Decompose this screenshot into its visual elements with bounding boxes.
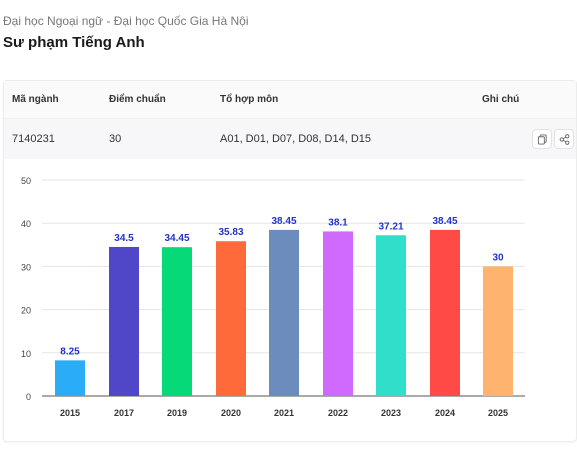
data-label: 38.45: [432, 216, 457, 227]
x-tick-label: 2022: [328, 408, 348, 418]
bar: [269, 229, 299, 396]
column-header-code: Mã ngành: [12, 94, 59, 105]
copy-icon: [537, 133, 547, 145]
table-row: 7140231 30 A01, D01, D07, D08, D14, D15: [4, 119, 576, 159]
bar: [376, 235, 406, 396]
bar: [483, 266, 513, 396]
y-tick-label: 40: [21, 219, 31, 229]
x-tick-label: 2021: [274, 408, 294, 418]
bar: [55, 360, 85, 396]
bar: [162, 247, 192, 396]
breadcrumb: Đại học Ngoại ngữ - Đại học Quốc Gia Hà …: [3, 14, 249, 28]
bar: [216, 241, 246, 396]
y-tick-label: 0: [26, 392, 31, 402]
x-tick-label: 2019: [167, 408, 187, 418]
x-tick-label: 2020: [221, 408, 241, 418]
data-label: 34.45: [164, 233, 189, 244]
cell-score: 30: [109, 133, 122, 145]
data-label: 37.21: [378, 221, 403, 232]
x-tick-label: 2023: [381, 408, 401, 418]
bar: [430, 229, 460, 396]
copy-button[interactable]: [532, 129, 552, 149]
share-icon: [559, 133, 569, 145]
data-label: 34.5: [114, 233, 134, 244]
y-tick-label: 20: [21, 306, 31, 316]
y-tick-label: 50: [21, 176, 31, 186]
data-label: 30: [492, 252, 504, 263]
bar: [109, 246, 139, 396]
data-label: 38.1: [328, 217, 348, 228]
data-label: 8.25: [60, 346, 80, 357]
data-label: 35.83: [218, 227, 243, 238]
cell-code: 7140231: [12, 133, 55, 145]
bar-chart: 0 10 20 30 40 50 8.25 2015 34.5 2017 34.45 2019 35.8…: [21, 176, 525, 418]
y-tick-label: 10: [21, 349, 31, 359]
x-tick-label: 2025: [488, 408, 508, 418]
x-tick-label: 2024: [435, 408, 455, 418]
bar: [323, 231, 353, 396]
data-label: 38.45: [271, 216, 296, 227]
x-tick-label: 2015: [60, 408, 80, 418]
column-header-score: Điểm chuẩn: [109, 94, 166, 105]
share-button[interactable]: [554, 129, 574, 149]
page-title: Sư phạm Tiếng Anh: [3, 34, 145, 51]
table-header: Mã ngành Điểm chuẩn Tổ hợp môn Ghi chú: [4, 81, 576, 119]
y-tick-label: 30: [21, 262, 31, 272]
cell-subjects: A01, D01, D07, D08, D14, D15: [220, 133, 372, 145]
column-header-note: Ghi chú: [482, 94, 520, 105]
x-tick-label: 2017: [114, 408, 134, 418]
column-header-subjects: Tổ hợp môn: [220, 94, 279, 105]
